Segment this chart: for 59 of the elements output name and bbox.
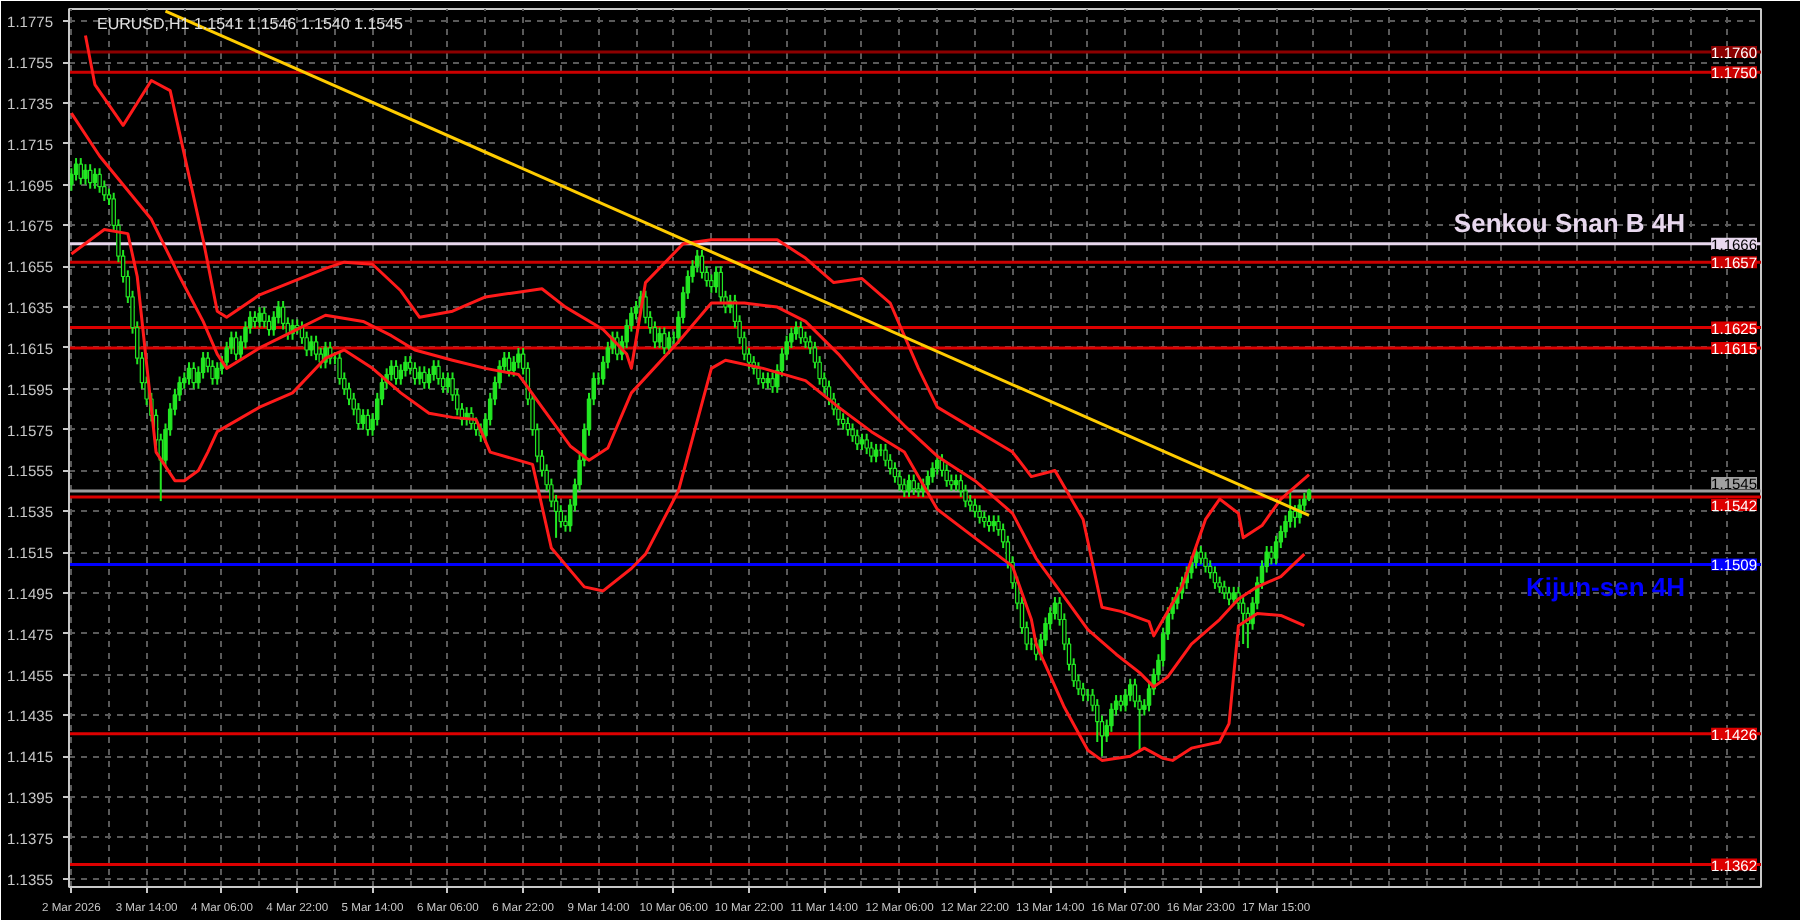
candlestick — [313, 334, 319, 362]
candlestick — [770, 371, 775, 394]
candlestick — [756, 361, 761, 386]
candlestick — [436, 359, 441, 386]
candlestick — [431, 359, 436, 382]
candlestick — [1198, 545, 1204, 566]
candlestick — [897, 469, 902, 492]
candlestick — [403, 355, 408, 378]
ref-line-label: Senkou Snan B 4H — [1453, 207, 1685, 238]
candlestick — [97, 167, 102, 194]
candlestick — [850, 422, 855, 443]
candlestick — [864, 432, 869, 456]
candlestick — [883, 442, 888, 468]
chart-title: EURUSD,H1 1.1541 1.1546 1.1540 1.1545 — [97, 15, 405, 33]
candlestick — [1222, 579, 1227, 601]
candlestick — [845, 416, 851, 437]
candlestick — [83, 163, 88, 186]
candlestick — [911, 473, 916, 496]
candlestick — [972, 498, 978, 519]
candlestick — [516, 346, 521, 370]
candlestick — [977, 504, 982, 525]
candlestick — [1273, 534, 1279, 566]
candlestick — [930, 461, 935, 484]
line-series — [83, 34, 1311, 638]
candlestick — [798, 320, 804, 345]
candlestick — [709, 273, 714, 294]
candlestick — [1080, 681, 1086, 703]
candlestick — [906, 473, 912, 498]
candlestick — [699, 248, 705, 280]
candlestick — [210, 359, 215, 386]
candlestick — [309, 334, 314, 358]
candlestick — [855, 428, 860, 452]
candlestick — [1123, 687, 1128, 713]
candlestick — [657, 326, 662, 349]
candlestick — [257, 306, 262, 329]
candlestick — [718, 265, 724, 305]
candlestick — [398, 363, 404, 386]
candlestick — [902, 477, 907, 498]
candlestick — [963, 483, 968, 509]
candlestick — [793, 320, 799, 341]
candlestick — [214, 361, 220, 386]
candlestick — [233, 330, 239, 362]
candlestick — [511, 355, 516, 378]
candlestick — [1226, 585, 1232, 607]
candlestick — [389, 359, 394, 382]
candlestick — [869, 440, 874, 464]
candlestick — [662, 326, 667, 356]
candlestick — [224, 340, 229, 370]
candlestick — [262, 306, 267, 329]
candlestick — [417, 365, 422, 386]
candlestick — [422, 365, 427, 390]
line-series — [69, 228, 1306, 762]
candlestick — [191, 361, 196, 390]
candlestick — [873, 442, 879, 464]
candlestick — [1127, 677, 1133, 703]
candlestick — [1203, 551, 1208, 574]
ref-line-label: Kijun-sen 4H — [1526, 572, 1686, 603]
candlestick — [935, 453, 940, 476]
candlestick — [78, 157, 84, 186]
